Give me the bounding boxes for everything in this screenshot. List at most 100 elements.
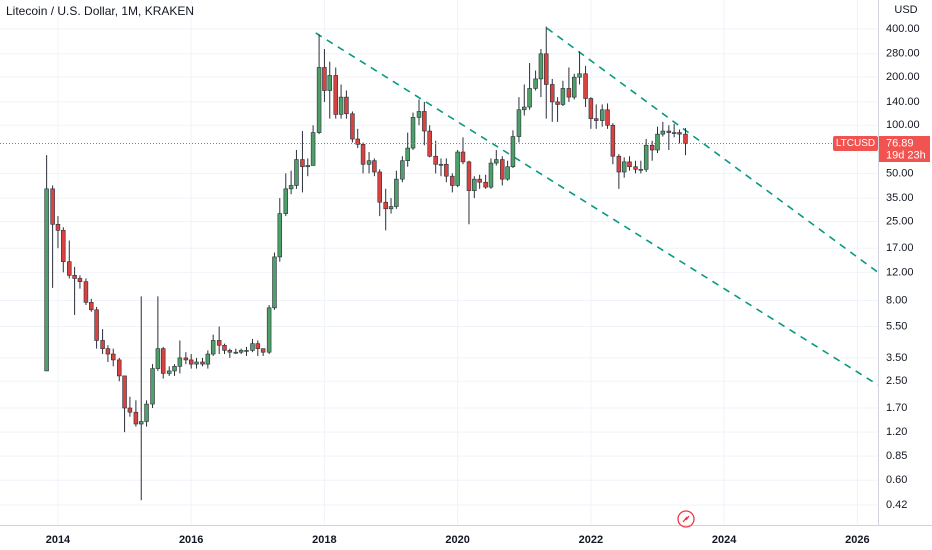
candle-body — [566, 88, 572, 98]
trendlines — [315, 27, 879, 386]
candle-body — [583, 73, 588, 99]
y-tick-label: 3.50 — [886, 352, 907, 364]
candle-body — [255, 343, 261, 349]
trendline — [546, 27, 879, 274]
y-tick-label: 140.00 — [886, 96, 920, 108]
last-price-box — [879, 135, 930, 162]
candle-body — [577, 73, 582, 78]
candle-body — [433, 155, 438, 165]
candle-body — [643, 144, 649, 170]
candle-body — [610, 124, 616, 157]
candle-body — [500, 159, 505, 180]
candle-body — [360, 144, 366, 165]
candle-body — [116, 359, 122, 377]
candle-body — [555, 101, 560, 105]
candle-body — [627, 161, 632, 168]
candle-body — [400, 160, 405, 180]
candle-body — [466, 161, 472, 191]
candle-body — [322, 67, 327, 91]
candle-body — [460, 151, 466, 163]
chart-title: Litecoin / U.S. Dollar, 1M, KRAKEN — [6, 4, 194, 18]
series-name: LTCUSD — [836, 138, 875, 149]
candle-body — [111, 353, 116, 361]
y-unit: USD — [894, 4, 917, 16]
axes: 400.00 280.00 200.00 140.00 100.00 50.00 35.00… — [46, 23, 930, 546]
candle-body — [388, 206, 394, 210]
trendline — [315, 32, 879, 386]
candle-body — [638, 169, 644, 171]
candle-body — [250, 343, 255, 351]
candle-body — [67, 261, 72, 276]
candle-body — [233, 351, 239, 354]
candle-body — [205, 353, 211, 365]
candle-body — [505, 166, 510, 180]
candle-body — [616, 155, 622, 173]
y-tick-label: 25.00 — [886, 215, 914, 227]
candle-body — [244, 350, 249, 352]
candle-body — [477, 178, 482, 183]
candle-body — [94, 309, 99, 341]
candle-body — [200, 361, 205, 365]
logo — [677, 510, 695, 528]
candle-body — [272, 256, 277, 309]
candle-body — [210, 340, 216, 355]
candle-body — [355, 138, 360, 145]
candle-body — [655, 133, 660, 151]
candle-body — [410, 117, 416, 149]
candle-body — [122, 375, 127, 409]
x-tick-label: 2018 — [312, 534, 336, 546]
y-tick-label: 100.00 — [886, 119, 920, 131]
candle-body — [455, 151, 460, 186]
candle-body — [510, 136, 516, 168]
candle-body — [222, 344, 227, 351]
candle-body — [377, 171, 382, 203]
candle-body — [450, 175, 455, 186]
candle-body — [260, 348, 266, 353]
candle-body — [83, 281, 89, 303]
candle-body — [544, 53, 549, 85]
candle-body — [488, 162, 494, 188]
candle-body — [177, 357, 183, 367]
y-tick-label: 1.70 — [886, 402, 907, 414]
candle-body — [238, 350, 244, 353]
candle-body — [666, 130, 672, 133]
candle-body — [305, 165, 311, 168]
y-tick-label: 50.00 — [886, 167, 914, 179]
candle-body — [310, 132, 316, 166]
candle-body — [394, 178, 399, 207]
x-tick-label: 2026 — [845, 534, 869, 546]
candle-body — [366, 160, 372, 165]
candle-body — [172, 366, 177, 372]
candle-body — [438, 163, 444, 166]
candle-body — [550, 84, 555, 103]
candle-body — [649, 144, 655, 151]
candle-body — [372, 160, 377, 173]
candle-body — [472, 178, 477, 191]
candle-body — [621, 161, 627, 173]
y-tick-label: 35.00 — [886, 192, 914, 204]
candle-body — [444, 163, 449, 177]
candle-body — [416, 111, 422, 118]
candle-body — [560, 88, 566, 105]
candle-body — [216, 340, 222, 346]
candle-body — [605, 109, 610, 126]
x-tick-label: 2022 — [579, 534, 603, 546]
candle-body — [383, 201, 388, 210]
y-tick-label: 2.50 — [886, 375, 907, 387]
candle-body — [61, 230, 66, 262]
y-tick-label: 0.42 — [886, 499, 907, 511]
candle-body — [277, 213, 283, 258]
candle-body — [338, 96, 344, 115]
candle-body — [538, 53, 544, 80]
candle-body — [266, 307, 272, 353]
candle-body — [588, 98, 594, 119]
candle-body — [300, 159, 305, 168]
candle-body — [593, 118, 599, 121]
candle-body — [100, 340, 105, 349]
y-tick-label: 12.00 — [886, 266, 914, 278]
candle-body — [138, 421, 144, 425]
candle-body — [516, 109, 522, 137]
candle-body — [188, 359, 194, 365]
candle-body — [144, 403, 149, 422]
